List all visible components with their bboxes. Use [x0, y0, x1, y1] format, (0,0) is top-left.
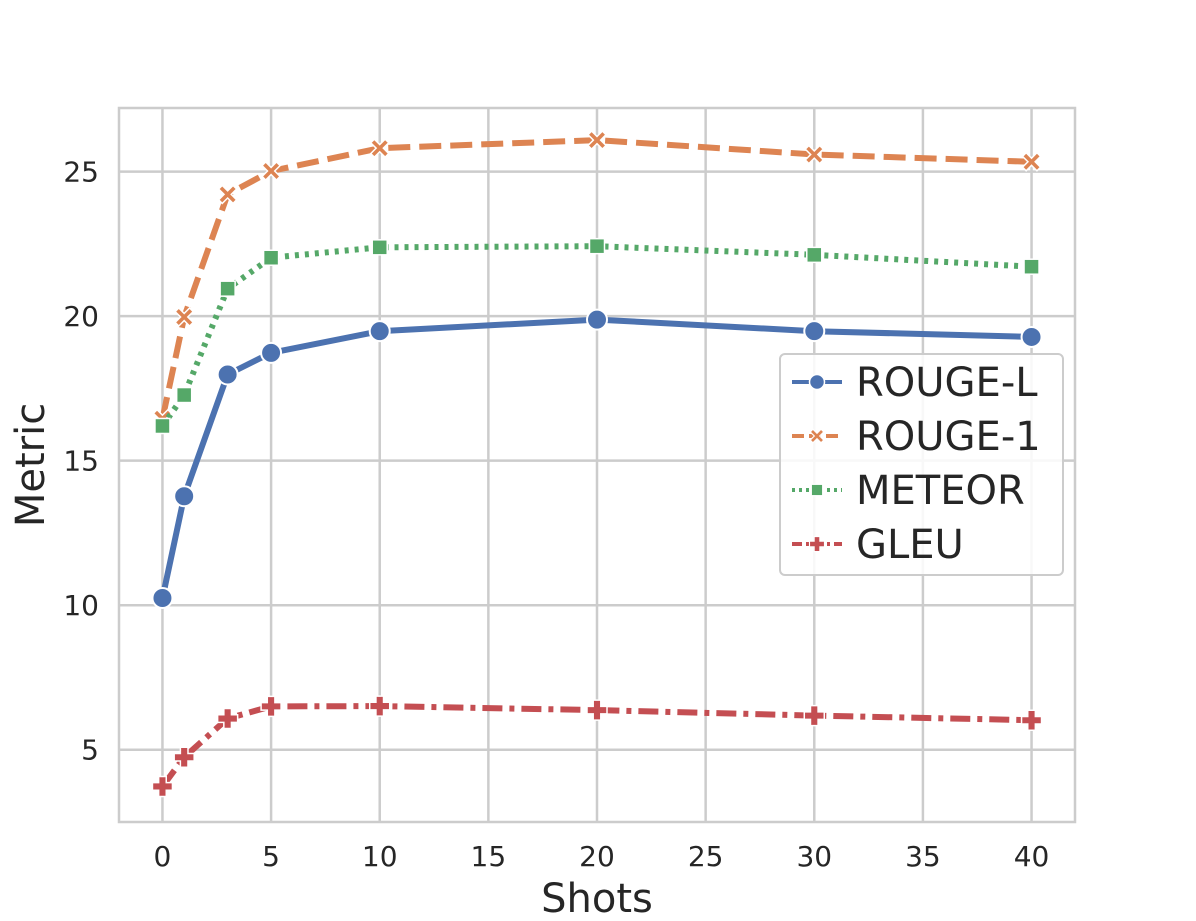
legend-box	[779, 353, 1064, 576]
y-tick-label: 10	[63, 589, 99, 622]
x-tick-labels: 0 5 10 15 20 25 30 35 40	[154, 840, 1050, 873]
data-point	[260, 695, 282, 718]
data-point	[216, 363, 239, 386]
data-point	[219, 280, 236, 297]
data-point	[154, 417, 171, 435]
data-point	[809, 428, 825, 444]
data-point	[175, 386, 193, 404]
y-tick-label: 20	[63, 300, 99, 333]
data-point	[174, 306, 195, 328]
data-point	[216, 707, 239, 730]
series-line	[160, 243, 1032, 428]
x-tick-label: 15	[471, 840, 507, 873]
data-point	[803, 320, 826, 343]
data-point	[586, 308, 608, 331]
data-point	[260, 341, 283, 364]
data-point	[217, 184, 238, 205]
series-line	[159, 137, 1032, 420]
x-tick-label: 0	[154, 840, 172, 873]
data-point	[371, 239, 388, 256]
x-tick-label: 40	[1014, 840, 1050, 873]
data-point	[262, 249, 280, 266]
data-point	[586, 699, 608, 721]
data-point	[808, 373, 826, 391]
x-axis-title: Shots	[541, 876, 653, 921]
data-point	[368, 320, 391, 343]
data-point	[804, 144, 825, 165]
data-point	[1021, 151, 1042, 172]
series-line	[160, 703, 1032, 789]
data-point	[806, 246, 823, 264]
series-gleu	[151, 695, 1043, 798]
data-point	[151, 775, 174, 798]
x-tick-label: 10	[362, 840, 398, 873]
data-point	[810, 483, 824, 497]
data-point	[173, 485, 196, 508]
x-tick-label: 25	[688, 840, 724, 873]
legend-item: ROUGE-1	[792, 414, 1041, 460]
series-meteor	[154, 237, 1040, 435]
y-tick-label: 5	[81, 734, 99, 767]
data-point	[808, 535, 826, 553]
data-point	[369, 138, 390, 159]
data-point	[586, 130, 608, 151]
legend-label: METEOR	[856, 468, 1025, 514]
data-point	[803, 704, 826, 727]
plot-frame	[117, 106, 1077, 824]
x-tick-label: 35	[905, 840, 941, 873]
legend-item: METEOR	[792, 468, 1025, 514]
data-point	[588, 237, 606, 255]
y-tick-labels: 5 10 15 20 25	[63, 156, 99, 767]
series-rouge-l	[151, 308, 1043, 609]
x-tick-label: 5	[262, 840, 280, 873]
x-tick-label: 30	[796, 840, 832, 873]
legend-item: GLEU	[792, 522, 964, 568]
data-point	[368, 695, 391, 717]
data-point	[1020, 709, 1043, 731]
data-point	[1020, 325, 1043, 348]
legend-label: ROUGE-1	[856, 414, 1041, 460]
y-tick-label: 25	[63, 156, 99, 189]
series-line	[159, 316, 1032, 599]
data-point	[151, 586, 174, 609]
x-tick-label: 20	[579, 840, 615, 873]
series-layer	[151, 130, 1043, 798]
y-axis-title: Metric	[8, 403, 54, 527]
data-point	[1023, 258, 1040, 275]
y-tick-label: 15	[63, 445, 99, 478]
legend-item: ROUGE-L	[792, 360, 1038, 406]
data-point	[173, 746, 195, 768]
legend: ROUGE-L ROUGE-1 METEOR GLEU	[779, 353, 1064, 576]
legend-label: ROUGE-L	[856, 360, 1038, 406]
legend-label: GLEU	[856, 522, 964, 568]
data-point	[261, 160, 282, 182]
